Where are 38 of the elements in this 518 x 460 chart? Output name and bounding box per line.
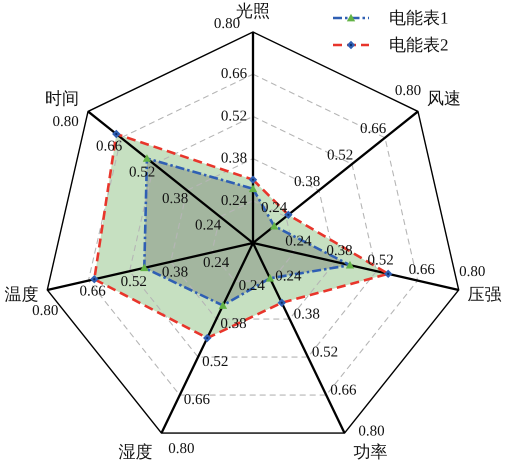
tick-label: 0.66 [80, 283, 106, 300]
tick-label: 0.52 [312, 344, 338, 360]
tick-label: 0.52 [202, 354, 228, 370]
tick-label: 0.80 [52, 114, 79, 130]
tick-label: 0.52 [129, 164, 156, 181]
tick-label: 0.66 [360, 121, 386, 138]
tick-label: 0.38 [162, 190, 188, 207]
tick-label: 0.66 [220, 66, 248, 82]
tick-label: 0.38 [294, 174, 320, 190]
legend-label: 电能表2 [389, 36, 448, 54]
legend-label: 电能表1 [389, 8, 448, 28]
category-label: 时间 [45, 88, 80, 108]
tick-label: 0.80 [168, 441, 195, 457]
tick-label: 0.24 [220, 192, 248, 209]
tick-label: 0.52 [327, 147, 354, 164]
tick-label: 0.38 [162, 264, 188, 280]
tick-label: 0.80 [32, 303, 58, 320]
tick-label: 0.38 [220, 150, 248, 167]
category-label: 光照 [236, 2, 270, 20]
tick-label: 0.38 [220, 316, 247, 332]
category-label: 温度 [4, 285, 38, 304]
tick-label: 0.66 [408, 262, 435, 278]
tick-label: 0.52 [368, 252, 394, 268]
category-label: 压强 [468, 285, 502, 304]
tick-label: 0.52 [120, 274, 147, 290]
tick-label: 0.38 [326, 243, 353, 260]
tick-label: 0.24 [202, 255, 230, 272]
tick-label: 0.80 [358, 424, 385, 440]
category-label: 湿度 [118, 442, 152, 460]
tick-label: 0.66 [330, 382, 356, 398]
tick-label: 0.24 [195, 217, 222, 234]
tick-label: 0.80 [394, 82, 422, 99]
tick-label: 0.66 [184, 392, 210, 408]
tick-label: 0.80 [459, 264, 486, 280]
tick-label: 0.52 [220, 108, 248, 124]
category-label: 功率 [354, 442, 388, 460]
category-label: 风速 [426, 88, 461, 108]
tick-label: 0.38 [294, 306, 320, 322]
